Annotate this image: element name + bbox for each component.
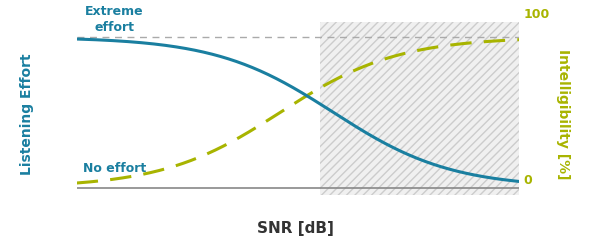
Text: No effort: No effort [83, 162, 146, 175]
Text: Extreme
effort: Extreme effort [85, 5, 143, 34]
Bar [320, 22, 519, 195]
Text: SNR [dB]: SNR [dB] [257, 221, 333, 236]
Text: Intelligibility [%]: Intelligibility [%] [556, 49, 571, 179]
Text: 100: 100 [524, 9, 550, 21]
Text: Listening Effort: Listening Effort [19, 53, 34, 175]
Text: 0: 0 [524, 174, 532, 187]
